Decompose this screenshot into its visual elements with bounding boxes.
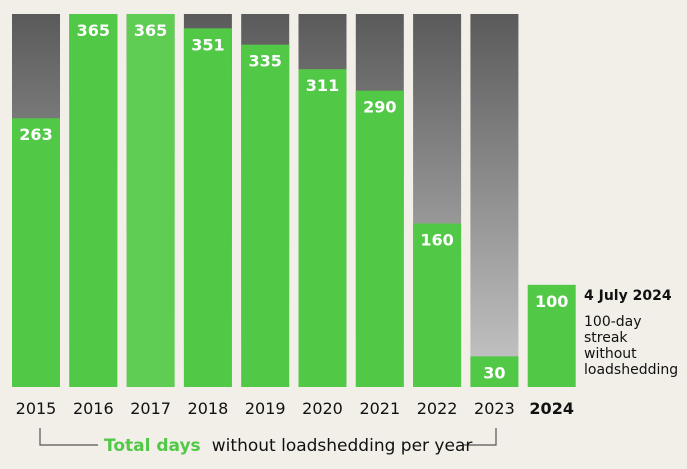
bar-2016 <box>69 14 118 387</box>
caption-bracket-left <box>39 428 98 446</box>
value-label-2021: 290 <box>363 98 396 117</box>
x-tick-label-2020: 2020 <box>302 399 343 418</box>
value-label-2018: 351 <box>191 35 224 54</box>
caption-rest: without loadshedding per year <box>212 436 473 456</box>
bar-2018 <box>183 28 232 387</box>
bar-2019 <box>241 44 290 388</box>
value-label-2015: 263 <box>19 125 52 144</box>
annotation-line-4: loadshedding <box>584 362 678 378</box>
bar-2024 <box>527 284 576 387</box>
value-label-2016: 365 <box>77 21 110 40</box>
caption: Total days without loadshedding per year <box>39 428 497 456</box>
annotation-line-3: without <box>584 346 637 362</box>
value-label-2024: 100 <box>535 292 568 311</box>
annotation-date: 4 July 2024 <box>584 288 672 304</box>
bar-2017 <box>126 14 175 387</box>
bar-2020 <box>298 69 347 387</box>
x-tick-label-2022: 2022 <box>417 399 458 418</box>
x-tick-label-2024: 2024 <box>529 399 574 418</box>
annotation: 4 July 2024 100-day streak without loads… <box>584 288 678 378</box>
bar-2022 <box>413 223 462 387</box>
value-label-2023: 30 <box>483 363 505 382</box>
bar-remainder-2023 <box>470 14 519 387</box>
bar-2015 <box>12 118 60 387</box>
value-label-2020: 311 <box>306 76 339 95</box>
caption-highlight: Total days <box>104 436 201 456</box>
bar-2021 <box>355 90 404 388</box>
value-label-2022: 160 <box>420 230 453 249</box>
x-tick-label-2015: 2015 <box>16 399 57 418</box>
bar-2023 <box>470 356 519 387</box>
caption-bracket-right <box>462 428 497 446</box>
x-tick-label-2018: 2018 <box>188 399 229 418</box>
value-label-2019: 335 <box>248 52 281 71</box>
labels-layer: 263 2015 365 2016 365 2017 351 2018 335 2019 311 20… <box>16 21 574 418</box>
x-tick-label-2019: 2019 <box>245 399 286 418</box>
x-tick-label-2021: 2021 <box>359 399 400 418</box>
x-tick-label-2016: 2016 <box>73 399 114 418</box>
annotation-line-2: streak <box>584 330 628 346</box>
x-tick-label-2023: 2023 <box>474 399 515 418</box>
value-label-2017: 365 <box>134 21 167 40</box>
x-tick-label-2017: 2017 <box>130 399 171 418</box>
annotation-line-1: 100-day <box>584 314 642 330</box>
caption-text: Total days without loadshedding per year <box>104 436 472 456</box>
bars-layer <box>12 14 576 388</box>
